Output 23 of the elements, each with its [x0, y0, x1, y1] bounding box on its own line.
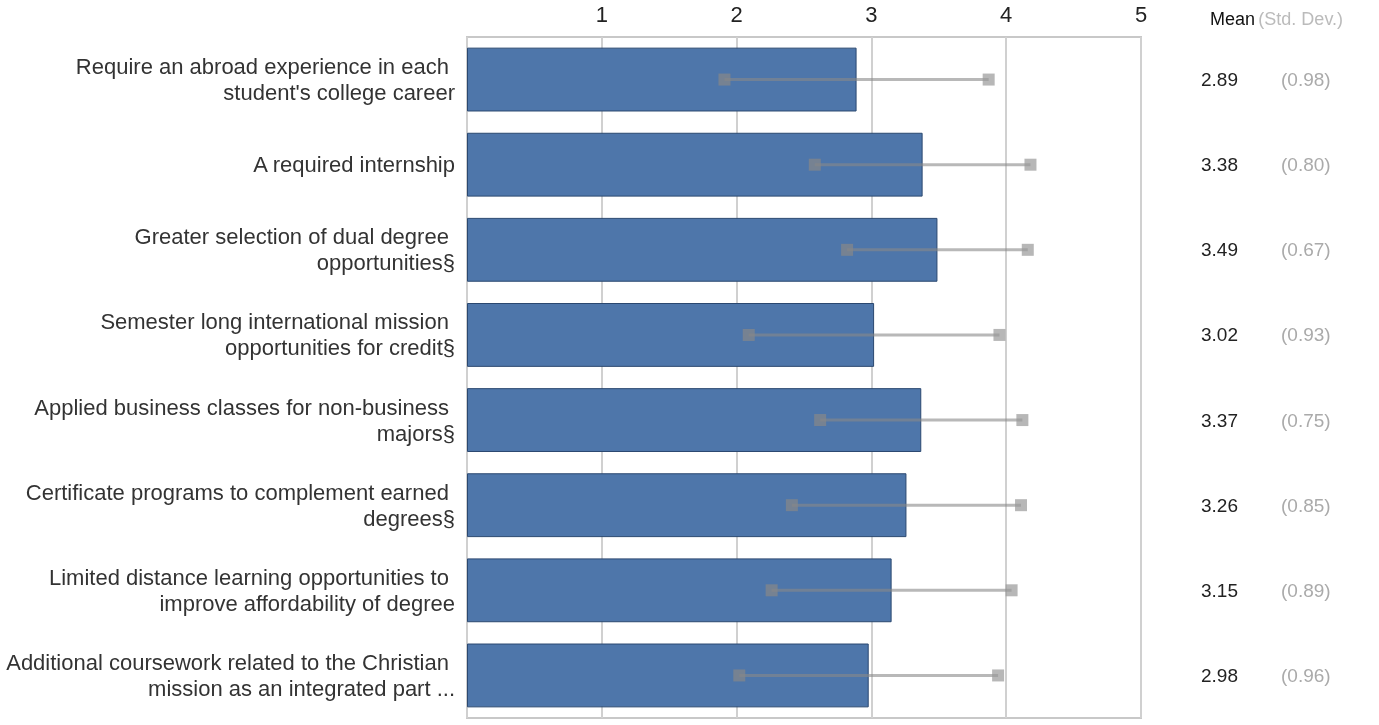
x-tick-label: 1 — [595, 1, 608, 27]
x-tick-label: 2 — [730, 1, 743, 27]
x-tick-label: 4 — [1000, 1, 1013, 27]
y-tick-label: Semester long international mission opportunities for credit§ — [100, 309, 455, 361]
y-tick-label: Greater selection of dual degree opportunities§ — [134, 224, 455, 276]
text: Mean — [1210, 9, 1256, 29]
text: 3.15 (0.89) — [1201, 579, 1331, 601]
text: 3.38 (0.80) — [1201, 154, 1331, 176]
y-tick-label: Require an abroad experience in each student's college career — [75, 54, 455, 106]
text: (Std. Dev.) — [1258, 9, 1344, 29]
y-tick-label: Limited distance learning opportunities to improve affordability of degree — [48, 564, 455, 616]
text: 3.37 (0.75) — [1201, 409, 1331, 431]
y-tick-label: Certificate programs to complement earned degrees§ — [25, 479, 455, 531]
x-tick-label: 5 — [1134, 1, 1148, 27]
y-tick-label: Additional coursework related to the Christian mission as an integrated part ... — [6, 649, 455, 701]
text: 2.89 (0.98) — [1201, 69, 1331, 91]
text: 3.26 (0.85) — [1201, 494, 1331, 516]
text: 3.02 (0.93) — [1201, 324, 1331, 346]
x-tick-label: 3 — [865, 1, 878, 27]
text: 3.49 (0.67) — [1201, 239, 1331, 261]
y-tick-label: A required internship — [253, 152, 455, 178]
y-tick-label: Applied business classes for non-business majors§ — [34, 394, 455, 446]
text: 2.98 (0.96) — [1201, 664, 1331, 686]
